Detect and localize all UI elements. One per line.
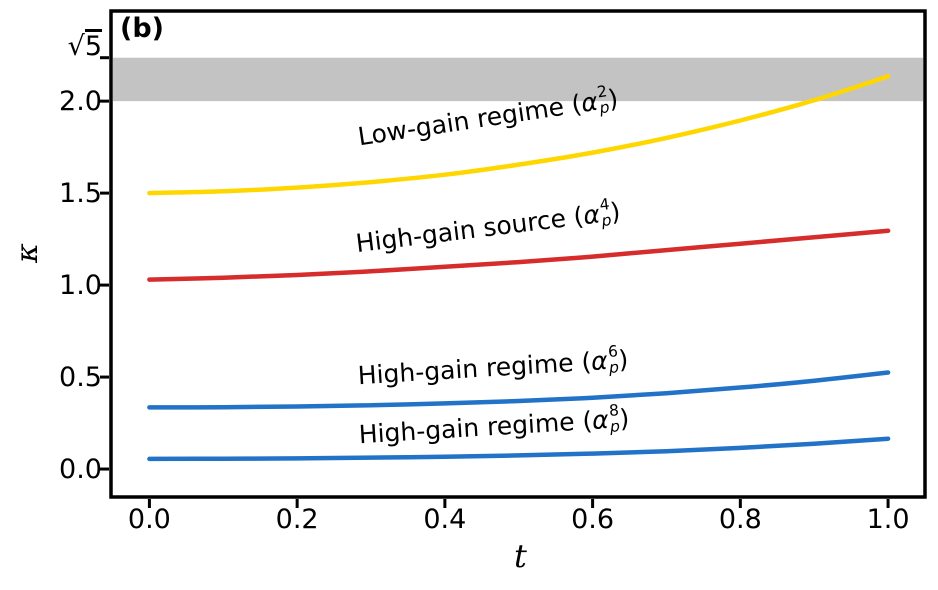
y-tick-label: 1.5 [59, 178, 102, 210]
x-tick-label: 0.0 [127, 504, 171, 535]
x-tick-label: 0.6 [571, 504, 615, 535]
panel-label: (b) [120, 13, 165, 44]
shaded-band [113, 57, 923, 102]
curve-high-gain-source-alpha4 [147, 228, 891, 282]
x-tick-label: 0.2 [275, 504, 319, 535]
curve-high-gain-regime-alpha8 [147, 436, 891, 462]
curve-high-gain-regime-alpha6 [147, 370, 891, 410]
y-tick-label: 0.0 [59, 454, 102, 486]
x-tick-label: 1.0 [866, 504, 910, 535]
x-tick-label: 0.4 [423, 504, 467, 535]
x-tick-label: 0.8 [718, 504, 762, 535]
y-tick-label: 1.0 [59, 270, 102, 302]
y-tick-label: 0.5 [59, 362, 102, 394]
y-tick-label: 2.0 [59, 86, 102, 118]
plot-border [109, 9, 927, 499]
y-tick-label: √5 [67, 28, 102, 62]
curve-low-gain-regime-alpha2 [147, 74, 891, 196]
y-axis-label: κ [9, 243, 45, 263]
x-axis-label: t [514, 537, 527, 575]
